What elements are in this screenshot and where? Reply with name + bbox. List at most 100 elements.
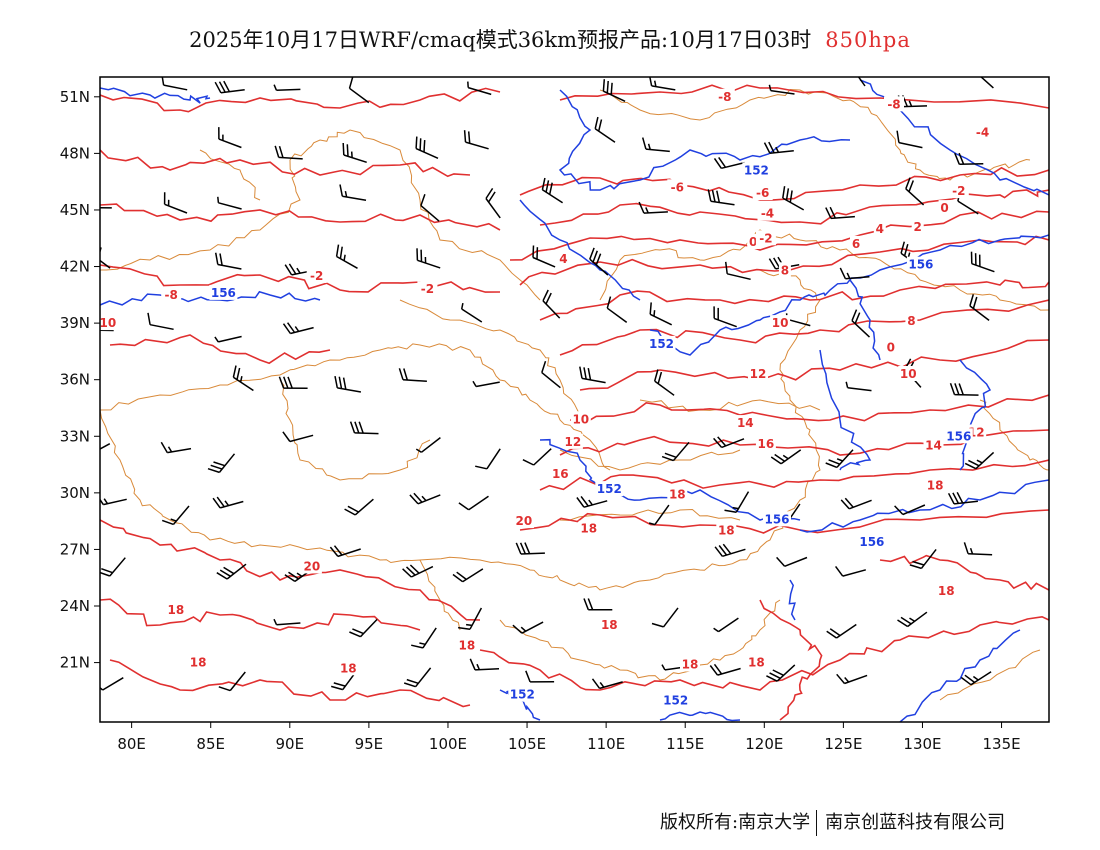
wind-barb [212, 496, 244, 509]
height-label-bg [944, 428, 973, 444]
temperature-isoline [479, 615, 1049, 691]
wind-barb [947, 491, 978, 505]
temperature-label: 10 [900, 367, 917, 381]
lat-tick-label: 24N [60, 597, 90, 615]
height-isoline [649, 234, 1049, 356]
wind-barb [714, 543, 746, 558]
wind-barb [416, 248, 441, 269]
lat-tick-label: 21N [60, 654, 90, 672]
lat-tick-label: 27N [60, 540, 90, 558]
temperature-label: -4 [761, 207, 774, 221]
temperature-label: 4 [876, 222, 884, 236]
wind-barb [100, 498, 127, 506]
wind-barb [770, 449, 802, 465]
temperature-label: 16 [552, 467, 569, 481]
border-line [279, 379, 431, 481]
wind-barb [335, 244, 358, 269]
temperature-isoline [509, 210, 1049, 261]
temperature-label-bg [513, 513, 534, 529]
wind-barb [851, 309, 871, 338]
height-isoline [100, 290, 321, 306]
temperature-label-bg [578, 520, 599, 536]
temperature-label: 4 [559, 252, 567, 266]
temperature-label: 18 [748, 656, 765, 670]
temperature-label-bg [301, 558, 322, 574]
temperature-label-bg [905, 313, 918, 329]
temperature-label: 0 [749, 235, 757, 249]
wind-barb [522, 448, 552, 466]
wind-barb [525, 670, 555, 683]
temperature-label: 18 [682, 658, 699, 672]
wind-barb [661, 441, 690, 462]
temperature-label: 18 [601, 618, 618, 632]
wind-barb [949, 383, 979, 396]
wind-barb [512, 621, 544, 634]
lat-tick-label: 45N [60, 201, 90, 219]
temperature-label-bg [188, 654, 209, 670]
temperature-label-bg [417, 281, 438, 297]
height-isoline [659, 711, 741, 722]
border-line [939, 649, 1041, 701]
lon-tick-label: 95E [355, 735, 384, 753]
temperature-label-bg [873, 220, 886, 236]
temperature-isoline [539, 189, 1049, 226]
temperature-label: 14 [925, 439, 942, 453]
wind-barb [207, 453, 236, 474]
lat-tick-label: 36N [60, 371, 90, 389]
height-isoline [788, 579, 796, 621]
map-background [100, 77, 1049, 722]
wind-barb [403, 667, 432, 688]
temperature-label-bg [100, 315, 118, 331]
map-frame [99, 76, 1050, 723]
pressure-level-label: 850hpa [825, 28, 911, 52]
temperature-label-bg [757, 205, 778, 221]
temperature-label-bg [161, 286, 182, 302]
wind-barb [232, 365, 254, 392]
temperature-label-bg [778, 262, 791, 278]
height-label-bg [508, 686, 537, 702]
temperature-label: -8 [887, 97, 900, 111]
temperature-label: 10 [100, 316, 117, 330]
temperature-label-bg [716, 522, 737, 538]
footer-separator [816, 810, 818, 836]
wind-barb [713, 306, 737, 328]
height-label: 152 [649, 337, 674, 351]
wind-barb [980, 77, 994, 89]
wind-barb [415, 437, 441, 453]
height-isoline [539, 438, 801, 521]
wind-barb [216, 563, 247, 580]
wind-barb [217, 196, 242, 210]
temperature-label-bg [755, 230, 776, 246]
temperature-label-bg [306, 268, 327, 283]
wind-barb [100, 329, 114, 332]
temperature-label-bg [936, 582, 957, 598]
wind-barb [713, 156, 745, 170]
wind-barb [825, 449, 854, 469]
temperature-label-bg [667, 179, 688, 195]
wind-barb [161, 505, 190, 526]
wind-barb [409, 492, 441, 505]
wind-barb [776, 556, 808, 567]
temperature-label: -4 [976, 126, 989, 140]
wind-barb [839, 267, 870, 280]
lon-tick-label: 100E [429, 735, 467, 753]
height-isoline [519, 199, 641, 301]
height-label: 156 [764, 512, 789, 526]
temperature-label: 18 [459, 639, 476, 653]
temperature-label: 20 [516, 514, 533, 528]
temperature-label: 6 [852, 237, 860, 251]
wind-barb [960, 671, 992, 686]
lat-tick-label: 30N [60, 484, 90, 502]
wind-barb [420, 194, 440, 222]
temperature-label-bg [557, 251, 570, 266]
temperature-label-bg [338, 660, 359, 676]
wind-barb [653, 369, 675, 396]
temperature-isoline [100, 149, 471, 178]
temperature-isoline [109, 659, 471, 708]
temperature-label-bg [456, 637, 477, 653]
temperature-label-bg [714, 88, 735, 104]
temperature-label: 18 [938, 584, 955, 598]
wind-barb [638, 201, 668, 214]
wind-barb [857, 77, 866, 87]
temperature-label-bg [735, 415, 756, 431]
